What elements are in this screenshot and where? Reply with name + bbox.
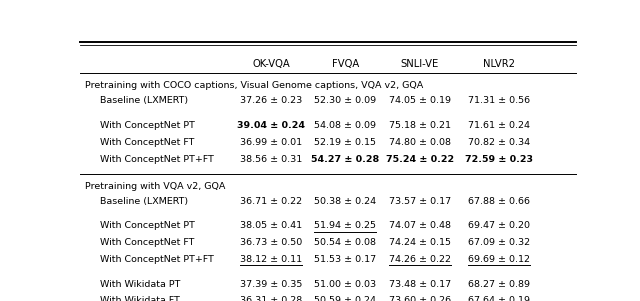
Text: With ConceptNet PT: With ConceptNet PT: [100, 121, 195, 130]
Text: 50.59 ± 0.24: 50.59 ± 0.24: [314, 296, 376, 301]
Text: 36.99 ± 0.01: 36.99 ± 0.01: [240, 138, 302, 147]
Text: With Wikidata PT: With Wikidata PT: [100, 280, 180, 289]
Text: With ConceptNet PT+FT: With ConceptNet PT+FT: [100, 255, 214, 264]
Text: 67.88 ± 0.66: 67.88 ± 0.66: [468, 197, 530, 206]
Text: 74.07 ± 0.48: 74.07 ± 0.48: [388, 222, 451, 231]
Text: NLVR2: NLVR2: [483, 59, 515, 69]
Text: Pretraining with COCO captions, Visual Genome captions, VQA v2, GQA: Pretraining with COCO captions, Visual G…: [85, 81, 423, 90]
Text: 74.24 ± 0.15: 74.24 ± 0.15: [388, 238, 451, 247]
Text: 36.73 ± 0.50: 36.73 ± 0.50: [240, 238, 302, 247]
Text: 37.26 ± 0.23: 37.26 ± 0.23: [240, 96, 302, 105]
Text: 36.31 ± 0.28: 36.31 ± 0.28: [240, 296, 302, 301]
Text: 37.39 ± 0.35: 37.39 ± 0.35: [240, 280, 302, 289]
Text: OK-VQA: OK-VQA: [252, 59, 290, 69]
Text: 51.53 ± 0.17: 51.53 ± 0.17: [314, 255, 376, 264]
Text: 52.19 ± 0.15: 52.19 ± 0.15: [314, 138, 376, 147]
Text: 38.56 ± 0.31: 38.56 ± 0.31: [240, 154, 302, 163]
Text: Baseline (LXMERT): Baseline (LXMERT): [100, 197, 188, 206]
Text: 72.59 ± 0.23: 72.59 ± 0.23: [465, 154, 533, 163]
Text: 54.27 ± 0.28: 54.27 ± 0.28: [311, 154, 380, 163]
Text: 74.80 ± 0.08: 74.80 ± 0.08: [388, 138, 451, 147]
Text: 51.94 ± 0.25: 51.94 ± 0.25: [314, 222, 376, 231]
Text: FVQA: FVQA: [332, 59, 359, 69]
Text: 51.00 ± 0.03: 51.00 ± 0.03: [314, 280, 376, 289]
Text: 73.57 ± 0.17: 73.57 ± 0.17: [388, 197, 451, 206]
Text: With ConceptNet PT+FT: With ConceptNet PT+FT: [100, 154, 214, 163]
Text: With ConceptNet FT: With ConceptNet FT: [100, 138, 194, 147]
Text: 74.05 ± 0.19: 74.05 ± 0.19: [388, 96, 451, 105]
Text: 74.26 ± 0.22: 74.26 ± 0.22: [388, 255, 451, 264]
Text: 36.71 ± 0.22: 36.71 ± 0.22: [240, 197, 302, 206]
Text: 68.27 ± 0.89: 68.27 ± 0.89: [468, 280, 530, 289]
Text: With ConceptNet PT: With ConceptNet PT: [100, 222, 195, 231]
Text: 75.18 ± 0.21: 75.18 ± 0.21: [388, 121, 451, 130]
Text: 67.64 ± 0.19: 67.64 ± 0.19: [468, 296, 530, 301]
Text: Pretraining with VQA v2, GQA: Pretraining with VQA v2, GQA: [85, 182, 225, 191]
Text: Baseline (LXMERT): Baseline (LXMERT): [100, 96, 188, 105]
Text: SNLI-VE: SNLI-VE: [401, 59, 439, 69]
Text: 38.05 ± 0.41: 38.05 ± 0.41: [240, 222, 302, 231]
Text: 71.31 ± 0.56: 71.31 ± 0.56: [468, 96, 530, 105]
Text: 52.30 ± 0.09: 52.30 ± 0.09: [314, 96, 376, 105]
Text: With Wikidata FT: With Wikidata FT: [100, 296, 180, 301]
Text: 69.47 ± 0.20: 69.47 ± 0.20: [468, 222, 530, 231]
Text: 71.61 ± 0.24: 71.61 ± 0.24: [468, 121, 530, 130]
Text: 54.08 ± 0.09: 54.08 ± 0.09: [314, 121, 376, 130]
Text: 70.82 ± 0.34: 70.82 ± 0.34: [468, 138, 530, 147]
Text: 39.04 ± 0.24: 39.04 ± 0.24: [237, 121, 305, 130]
Text: 73.60 ± 0.26: 73.60 ± 0.26: [388, 296, 451, 301]
Text: With ConceptNet FT: With ConceptNet FT: [100, 238, 194, 247]
Text: 69.69 ± 0.12: 69.69 ± 0.12: [468, 255, 530, 264]
Text: 67.09 ± 0.32: 67.09 ± 0.32: [468, 238, 530, 247]
Text: 38.12 ± 0.11: 38.12 ± 0.11: [240, 255, 302, 264]
Text: 50.54 ± 0.08: 50.54 ± 0.08: [314, 238, 376, 247]
Text: 73.48 ± 0.17: 73.48 ± 0.17: [388, 280, 451, 289]
Text: 75.24 ± 0.22: 75.24 ± 0.22: [386, 154, 454, 163]
Text: 50.38 ± 0.24: 50.38 ± 0.24: [314, 197, 376, 206]
